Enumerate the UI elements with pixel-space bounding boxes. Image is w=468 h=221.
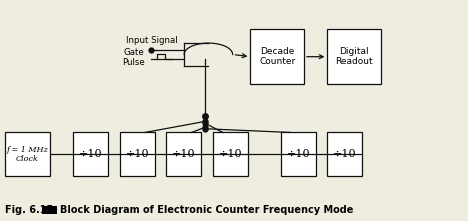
Text: Decade
Counter: Decade Counter — [259, 47, 295, 66]
Text: Gate
Pulse: Gate Pulse — [122, 48, 145, 67]
Bar — [73, 132, 108, 176]
Bar — [213, 132, 248, 176]
Text: f = 1 MHz
Clock: f = 1 MHz Clock — [7, 146, 49, 163]
Text: Input Signal: Input Signal — [125, 36, 177, 45]
Text: ÷10: ÷10 — [333, 149, 357, 159]
Bar — [6, 132, 50, 176]
Text: Block Diagram of Electronic Counter Frequency Mode: Block Diagram of Electronic Counter Freq… — [60, 206, 353, 215]
Text: ÷10: ÷10 — [219, 149, 242, 159]
Bar — [167, 132, 201, 176]
Text: ÷10: ÷10 — [172, 149, 196, 159]
Bar — [120, 132, 155, 176]
Bar — [281, 132, 316, 176]
Text: ÷10: ÷10 — [79, 149, 102, 159]
Text: Digital
Readout: Digital Readout — [336, 47, 373, 66]
Bar — [327, 29, 381, 84]
Text: Fig. 6.15: Fig. 6.15 — [6, 206, 54, 215]
Text: ÷10: ÷10 — [286, 149, 310, 159]
Bar — [327, 132, 362, 176]
Bar — [250, 29, 304, 84]
Text: ÷10: ÷10 — [125, 149, 149, 159]
Bar — [42, 206, 57, 214]
